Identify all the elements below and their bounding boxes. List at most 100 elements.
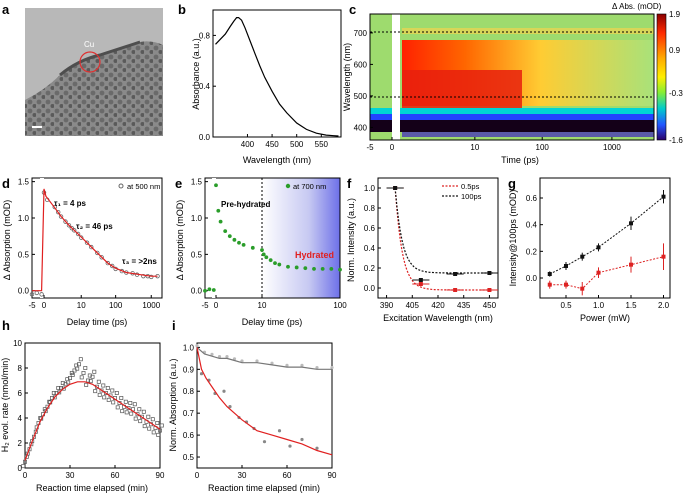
tick-labels-g: 0.5 1.0 1.5 2.0 0.0 0.2 0.4 0.6	[526, 194, 670, 310]
g-ytick-label: 0.4	[526, 221, 538, 230]
data-point-h2	[21, 464, 26, 469]
fit-curve-red	[196, 347, 333, 456]
data-point-h2	[96, 379, 101, 384]
plot-frame-d	[31, 177, 163, 299]
g-xtick-label: 1.0	[593, 301, 605, 310]
data-point-500nm	[34, 290, 39, 296]
data-point-h2	[150, 417, 155, 422]
b-ytick-label: 0.4	[199, 82, 211, 91]
c-ytick-label: 700	[354, 29, 368, 38]
data-point-red	[629, 262, 633, 267]
panel-f-label: f	[347, 176, 352, 191]
scale-bar	[32, 126, 42, 128]
panel-c-label: c	[349, 2, 356, 17]
tem-image-particles	[25, 41, 163, 136]
tick-labels-i: 0 30 60 90 0.5 0.6 0.7 0.8 0.9 1.0	[183, 343, 337, 480]
data-point-700nm	[218, 219, 223, 224]
data-point-500nm	[79, 235, 84, 240]
x-axis-label-b: Wavelength (nm)	[243, 155, 311, 165]
data-point-700nm	[260, 248, 264, 252]
data-point-h2	[52, 395, 57, 400]
data-point-black	[547, 272, 552, 276]
i-ytick-label: 1.0	[183, 343, 195, 352]
g-ytick-label: 0.2	[526, 247, 538, 256]
data-point-gray	[330, 365, 334, 370]
f-ytick-label: 0.2	[364, 264, 376, 273]
g-xtick-label: 2.0	[658, 301, 670, 310]
i-ytick-label: 0.7	[183, 409, 195, 418]
data-point-500nm	[52, 204, 57, 210]
data-point-red	[262, 440, 267, 444]
absorbance-curve	[215, 17, 339, 137]
series-i	[195, 344, 334, 456]
b-xtick-label: 450	[265, 140, 279, 149]
data-point-100ps	[418, 278, 423, 282]
tem-particle-edge	[59, 40, 141, 77]
f-ytick-label: 0.6	[364, 224, 376, 233]
e-ytick-label: 0.0	[191, 287, 203, 296]
f-xtick-label: 420	[431, 301, 445, 310]
g-ytick-label: 0.6	[526, 194, 538, 203]
h-ytick-label: 10	[13, 339, 22, 348]
data-point-red	[564, 282, 568, 287]
data-point-h2	[61, 386, 66, 391]
data-point-h2	[135, 412, 140, 417]
pre-hydrated-label: Pre-hydrated	[221, 200, 270, 209]
data-point-h2	[59, 386, 63, 390]
data-point-700nm	[250, 245, 255, 250]
i-ytick-label: 0.8	[183, 387, 195, 396]
d-xtick-label: 100	[109, 301, 123, 310]
data-point-700nm	[329, 267, 334, 271]
data-point-h2	[102, 395, 107, 400]
y-axis-label-e: Δ Absorption (mOD)	[175, 200, 185, 281]
colorbar-tick-label: 1.9	[669, 10, 681, 19]
fit-curve-100ps	[394, 187, 493, 274]
b-xtick-label: 550	[315, 140, 329, 149]
data-point-h2	[142, 424, 147, 429]
series-g	[547, 190, 666, 296]
trend-line-black	[549, 196, 664, 275]
colorbar	[656, 13, 667, 141]
legend-100ps: 100ps	[461, 192, 482, 201]
data-point-h2	[84, 382, 89, 387]
h-ytick-label: 4	[18, 414, 23, 423]
y-axis-label-b: Absorbance (a.u.)	[191, 38, 201, 110]
x-axis-label-h: Reaction time elapsed (min)	[36, 483, 148, 493]
panel-i-label: i	[172, 318, 176, 333]
cu-label: Cu	[84, 40, 94, 49]
data-point-100ps	[453, 272, 458, 276]
heatmap-dark-band	[370, 120, 654, 132]
f-ytick-label: 1.0	[364, 184, 376, 193]
x-axis-label-c: Time (ps)	[501, 155, 539, 165]
colorbar-tick-labels: 1.9 0.9 -0.3 -1.6	[669, 10, 683, 145]
panel-c: c Δ Abs. (mOD) -5 0 10 100 1000400500600700 …	[342, 2, 683, 165]
trend-line-red	[549, 256, 664, 290]
h-ytick-label: 0	[18, 464, 23, 473]
data-point-red	[547, 282, 552, 287]
b-ytick-label: 0.8	[199, 31, 211, 40]
h-ytick-label: 6	[18, 389, 23, 398]
data-point-700nm	[237, 240, 241, 245]
d-ytick-label: 1.5	[18, 178, 30, 187]
data-point-h2	[105, 386, 110, 390]
data-point-700nm	[277, 262, 282, 267]
legend-e: at 700 nm	[293, 182, 326, 191]
data-point-h2	[141, 409, 146, 414]
data-point-gray	[255, 359, 259, 363]
data-point-0.5ps	[487, 288, 492, 292]
d-ytick-label: 0.5	[18, 250, 30, 259]
legend-marker-e	[285, 183, 291, 189]
c-xtick-label: 0	[390, 143, 395, 152]
data-point-700nm	[312, 267, 316, 271]
data-point-h2	[146, 414, 151, 419]
x-axis-label-d: Delay time (ps)	[67, 317, 128, 327]
data-point-h2	[110, 388, 115, 393]
data-point-h2	[137, 407, 142, 412]
data-point-gray	[240, 359, 244, 363]
c-ytick-label: 400	[354, 123, 368, 132]
fit-curve-0.5ps	[394, 187, 493, 291]
data-point-h2	[51, 391, 56, 395]
f-xtick-label: 435	[457, 301, 471, 310]
y-axis-label-h: H₂ evol. rate (nmol/min)	[0, 358, 10, 453]
g-xtick-label: 1.5	[625, 301, 637, 310]
